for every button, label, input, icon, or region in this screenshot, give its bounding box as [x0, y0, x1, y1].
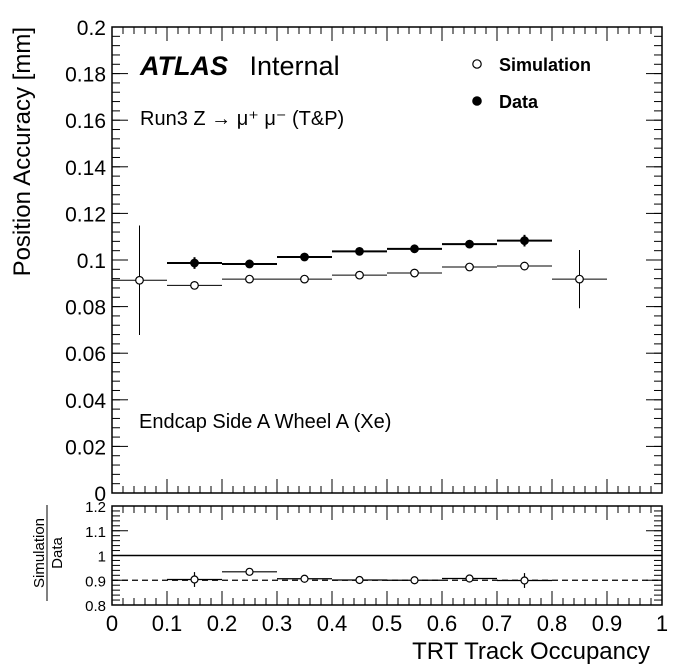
- ratio-point: [355, 575, 364, 585]
- main-y-tick-label: 0.2: [77, 17, 106, 40]
- ratio-ylabel-denominator: Data: [49, 537, 66, 569]
- ratio-point: [300, 574, 309, 583]
- ratio-x-tick-label: 0.2: [207, 611, 238, 636]
- ratio-y-tick-label: 1.2: [85, 499, 106, 516]
- main-y-tick-label: 0.06: [65, 343, 106, 366]
- ratio-x-tick-label: 0.4: [317, 611, 348, 636]
- ratio-x-tick-label: 0.1: [152, 611, 183, 636]
- main-simulation-point: [410, 268, 419, 278]
- ratio-y-tick-label: 0.9: [85, 573, 106, 590]
- main-simulation-point: [245, 274, 254, 284]
- legend-data-label: Data: [499, 92, 539, 112]
- ratio-ylabel-numerator: Simulation: [31, 518, 48, 588]
- ratio-x-tick-label: 0.7: [482, 611, 513, 636]
- main-simulation-point: [190, 280, 199, 290]
- main-y-tick-label: 0.1: [77, 250, 106, 273]
- ratio-x-tick-labels: 0 0.1 0.2 0.3 0.4 0.5 0.6 0.7 0.8 0.9 1: [106, 611, 668, 636]
- ratio-y-tick-labels: 0.8 0.9 1 1.1 1.2: [85, 499, 106, 615]
- ratio-x-tick-label: 1: [656, 611, 668, 636]
- ratio-y-tick-label: 1.1: [85, 524, 106, 541]
- atlas-label: ATLAS Internal: [139, 51, 340, 81]
- ratio-y-tick-label: 1: [98, 549, 106, 566]
- main-simulation-point: [355, 270, 364, 280]
- legend: Simulation Data: [472, 55, 591, 112]
- process-label: Run3 Z → μ⁺ μ⁻ (T&P): [140, 108, 344, 130]
- ratio-point: [520, 576, 529, 585]
- main-data-point: [355, 246, 364, 256]
- ratio-x-tick-label: 0.9: [592, 611, 623, 636]
- main-data-point: [300, 252, 309, 262]
- main-data-point: [190, 258, 199, 268]
- main-data-point: [410, 244, 419, 254]
- y-axis-title: Position Accuracy [mm]: [9, 27, 36, 276]
- ratio-y-tick-label: 0.8: [85, 598, 106, 615]
- main-data-point: [520, 236, 529, 246]
- ratio-x-tick-label: 0.8: [537, 611, 568, 636]
- main-data-points: [112, 225, 607, 336]
- main-simulation-point: [300, 274, 309, 284]
- main-simulation-point: [575, 274, 584, 284]
- legend-data-marker: [472, 96, 482, 106]
- ratio-data-points: [167, 567, 552, 588]
- main-data-point: [465, 239, 474, 249]
- main-simulation-point: [520, 261, 529, 271]
- main-y-tick-label: 0.16: [65, 110, 106, 133]
- region-label: Endcap Side A Wheel A (Xe): [139, 411, 391, 433]
- ratio-point: [410, 576, 419, 585]
- main-axis-ticks: [111, 26, 663, 494]
- x-axis-title: TRT Track Occupancy: [412, 638, 650, 665]
- ratio-x-tick-label: 0.6: [427, 611, 458, 636]
- legend-simulation-marker: [472, 59, 482, 69]
- main-y-tick-label: 0: [94, 483, 106, 506]
- main-y-tick-labels: 0 0.02 0.04 0.06 0.08 0.1 0.12 0.14 0.16 0.18 0.2: [65, 17, 106, 506]
- ratio-x-tick-label: 0.3: [262, 611, 293, 636]
- main-y-tick-label: 0.08: [65, 297, 106, 320]
- main-y-tick-label: 0.14: [65, 157, 106, 180]
- ratio-point: [190, 575, 199, 584]
- main-y-tick-label: 0.02: [65, 436, 106, 459]
- experiment-label: ATLAS: [139, 51, 228, 81]
- main-y-tick-label: 0.18: [65, 64, 106, 87]
- ratio-point: [465, 574, 474, 583]
- ratio-y-axis-title: Simulation Data: [31, 505, 66, 601]
- ratio-point: [245, 567, 254, 576]
- main-simulation-point: [135, 275, 144, 285]
- legend-simulation-label: Simulation: [499, 55, 591, 75]
- main-y-tick-label: 0.12: [65, 203, 106, 226]
- main-simulation-point: [465, 262, 474, 272]
- main-y-tick-label: 0.04: [65, 390, 106, 413]
- ratio-x-tick-label: 0.5: [372, 611, 403, 636]
- main-data-point: [245, 259, 254, 269]
- ratio-axis-ticks: [111, 505, 663, 606]
- status-label: Internal: [250, 51, 340, 81]
- ratio-x-tick-label: 0: [106, 611, 118, 636]
